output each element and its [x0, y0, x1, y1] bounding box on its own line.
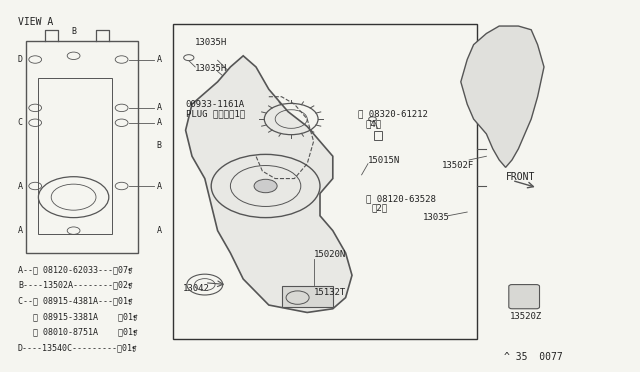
Polygon shape: [461, 26, 544, 167]
Text: Ⓑ 08120-63528: Ⓑ 08120-63528: [366, 195, 436, 203]
Text: A--Ⓑ 08120-62033---❠07❡: A--Ⓑ 08120-62033---❠07❡: [18, 265, 133, 274]
Text: 13035H: 13035H: [195, 38, 227, 47]
Text: VIEW A: VIEW A: [18, 17, 53, 27]
Text: 15015N: 15015N: [368, 156, 400, 165]
Text: A: A: [17, 182, 22, 190]
Text: Ⓑ 08010-8751A    ❠01❡: Ⓑ 08010-8751A ❠01❡: [18, 328, 138, 337]
Text: A: A: [157, 226, 162, 235]
Text: A: A: [157, 182, 162, 190]
FancyBboxPatch shape: [509, 285, 540, 309]
Text: （4）: （4）: [365, 119, 381, 128]
Text: PLUG プラグ（1）: PLUG プラグ（1）: [186, 109, 244, 118]
Text: C--Ⓦ 08915-4381A---❠01❡: C--Ⓦ 08915-4381A---❠01❡: [18, 296, 133, 305]
Text: Ⓢ 08320-61212: Ⓢ 08320-61212: [358, 109, 428, 118]
Text: A: A: [157, 55, 162, 64]
Text: A: A: [157, 118, 162, 127]
Text: B----13502A--------❠02❡: B----13502A--------❠02❡: [18, 281, 133, 290]
Text: 13520Z: 13520Z: [509, 312, 541, 321]
Text: 13035: 13035: [422, 213, 449, 222]
Text: ^ 35  0077: ^ 35 0077: [504, 352, 563, 362]
Text: 15132T: 15132T: [314, 288, 346, 296]
Text: B: B: [157, 141, 162, 150]
Text: D: D: [17, 55, 22, 64]
Bar: [512, 286, 536, 307]
Text: 13035H: 13035H: [195, 64, 227, 73]
Polygon shape: [186, 56, 352, 312]
Bar: [38, 78, 112, 234]
Text: C: C: [17, 118, 22, 127]
Text: 13502F: 13502F: [442, 161, 474, 170]
Bar: [374, 131, 382, 140]
Bar: [173, 24, 477, 339]
Text: A: A: [157, 103, 162, 112]
Text: 00933-1161A: 00933-1161A: [186, 100, 244, 109]
Bar: [282, 286, 333, 307]
Text: 13042: 13042: [182, 284, 209, 293]
Text: D----13540C---------❠01❡: D----13540C---------❠01❡: [18, 343, 138, 352]
Text: B: B: [71, 27, 76, 36]
Text: A: A: [17, 226, 22, 235]
Text: 15020N: 15020N: [314, 250, 346, 259]
Text: FRONT: FRONT: [506, 172, 535, 182]
Text: （2）: （2）: [371, 203, 388, 212]
Bar: [26, 41, 138, 253]
Circle shape: [254, 179, 277, 193]
Text: Ⓦ 08915-3381A    ❠01❡: Ⓦ 08915-3381A ❠01❡: [18, 312, 138, 321]
